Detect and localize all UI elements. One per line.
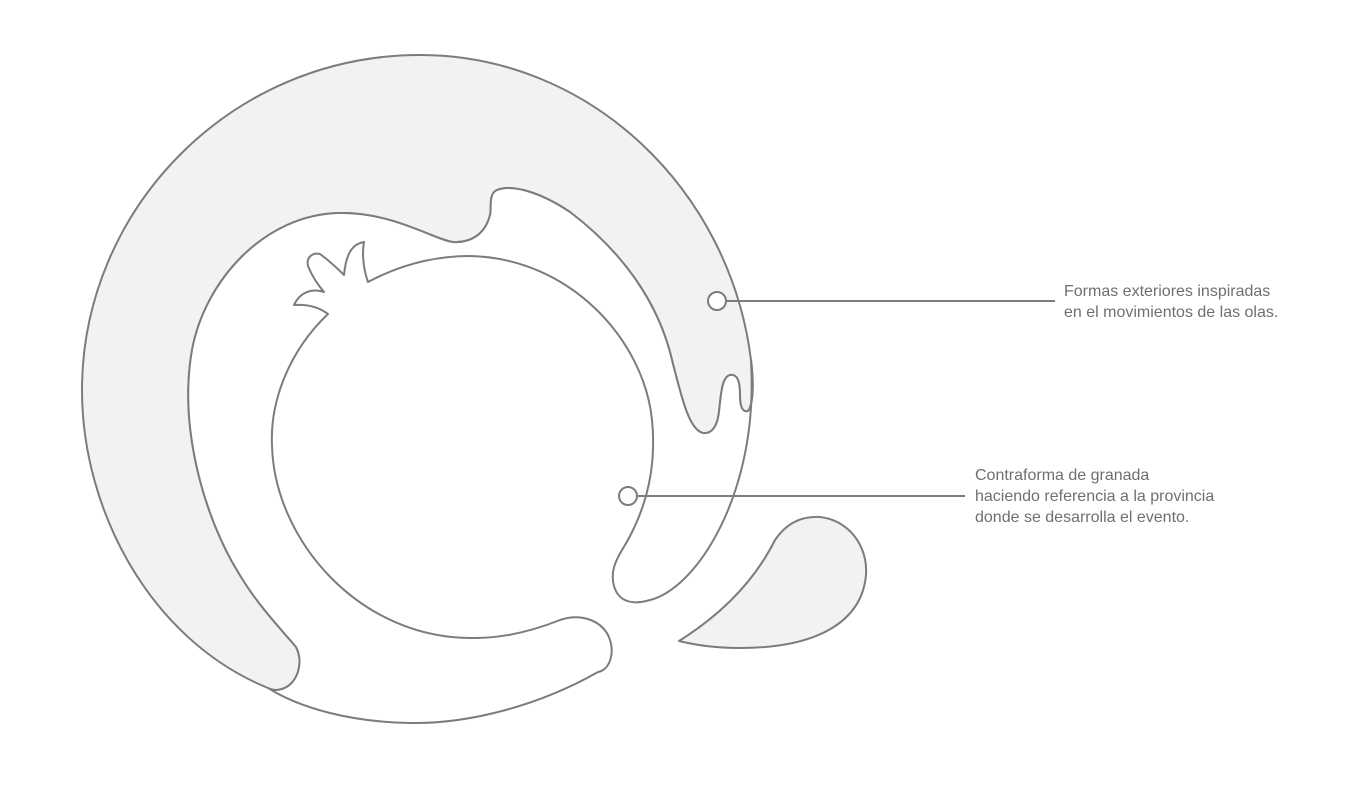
annotation-waves-line-1: Formas exteriores inspiradas <box>1064 283 1271 300</box>
pomegranate-counterform <box>187 187 754 725</box>
callout-marker-waves <box>707 291 727 311</box>
annotation-pomegranate-line-1: Contraforma de granada <box>975 467 1150 484</box>
annotation-waves: Formas exteriores inspiradas en el movim… <box>1064 281 1278 323</box>
annotation-pomegranate: Contraforma de granada haciendo referenc… <box>975 465 1214 528</box>
callout-marker-pomegranate <box>618 486 638 506</box>
droplet-shape <box>678 515 868 649</box>
annotation-pomegranate-line-3: donde se desarrolla el evento. <box>975 509 1190 526</box>
annotation-waves-line-2: en el movimientos de las olas. <box>1064 304 1279 321</box>
annotation-pomegranate-line-2: haciendo referencia a la provincia <box>975 488 1215 505</box>
